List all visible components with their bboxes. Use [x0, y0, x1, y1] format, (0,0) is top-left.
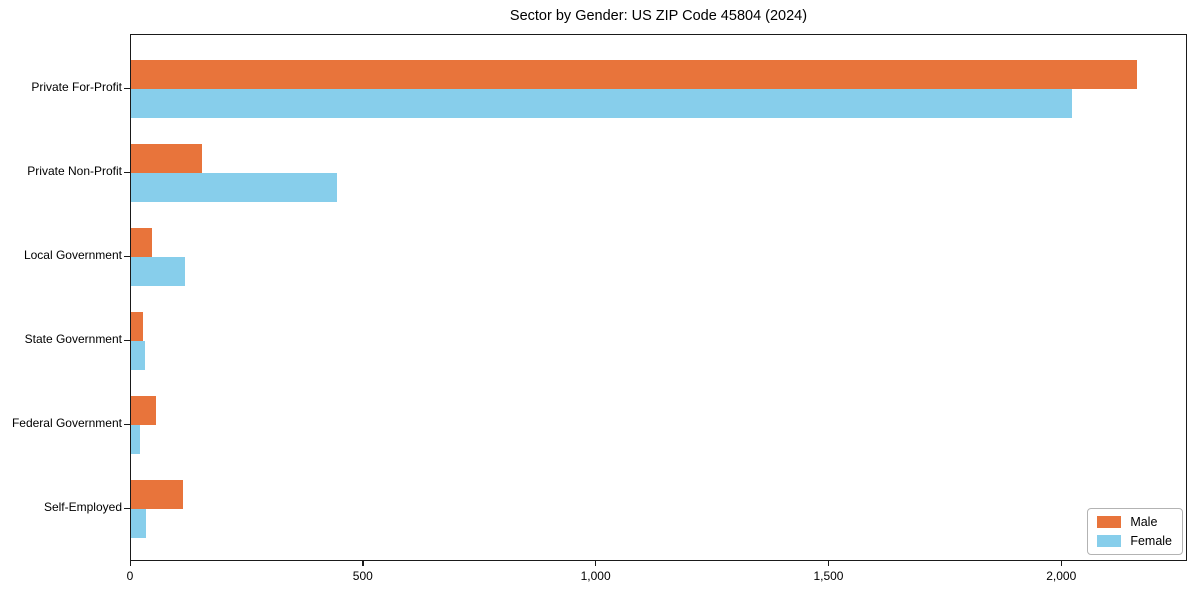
legend-swatch-male: [1097, 516, 1122, 528]
y-axis-label-local-government: Local Government: [23, 248, 122, 262]
y-axis-label-federal-government: Federal Government: [11, 416, 122, 430]
x-tick-label-500: 500: [352, 569, 373, 583]
bar-male-local-government: [131, 228, 152, 257]
x-tick-label-0: 0: [126, 569, 134, 583]
legend-entry-male: Male: [1097, 515, 1172, 529]
legend: Male Female: [1087, 508, 1183, 555]
bar-female-private-for-profit: [131, 89, 1072, 118]
legend-label-female: Female: [1130, 534, 1172, 548]
bar-male-private-non-profit: [131, 144, 202, 173]
x-tick-1500: [827, 561, 830, 566]
x-tick-1000: [595, 561, 597, 566]
bar-male-private-for-profit: [131, 60, 1137, 89]
x-tick-label-1000: 1,000: [580, 569, 611, 583]
x-tick-label-1500: 1,500: [813, 569, 844, 583]
chart-title: Sector by Gender: US ZIP Code 45804 (202…: [509, 8, 808, 24]
bar-male-state-government: [131, 312, 144, 341]
bar-male-self-employed: [131, 480, 184, 509]
x-tick-0: [129, 561, 131, 566]
y-tick-local-government: [124, 255, 130, 257]
y-tick-federal-government: [124, 423, 130, 425]
bar-female-self-employed: [131, 509, 146, 538]
y-axis-label-private-for-profit: Private For-Profit: [31, 80, 122, 94]
bar-female-private-non-profit: [131, 173, 337, 202]
y-axis-label-self-employed: Self-Employed: [43, 500, 122, 514]
plot-area: Male Female: [130, 34, 1187, 561]
x-tick-label-2000: 2,000: [1046, 569, 1077, 583]
bar-male-federal-government: [131, 396, 157, 425]
y-tick-state-government: [124, 339, 130, 341]
x-tick-2000: [1060, 561, 1062, 566]
legend-swatch-female: [1097, 535, 1122, 547]
y-axis-label-state-government: State Government: [24, 332, 122, 346]
legend-label-male: Male: [1130, 515, 1158, 529]
legend-entry-female: Female: [1097, 534, 1172, 548]
bar-female-federal-government: [131, 425, 140, 454]
x-tick-500: [362, 561, 364, 566]
bar-female-local-government: [131, 257, 185, 286]
bar-female-state-government: [131, 341, 145, 370]
y-tick-private-non-profit: [124, 171, 130, 173]
y-axis-label-private-non-profit: Private Non-Profit: [27, 164, 122, 178]
y-tick-private-for-profit: [124, 87, 130, 89]
y-tick-self-employed: [124, 507, 130, 509]
